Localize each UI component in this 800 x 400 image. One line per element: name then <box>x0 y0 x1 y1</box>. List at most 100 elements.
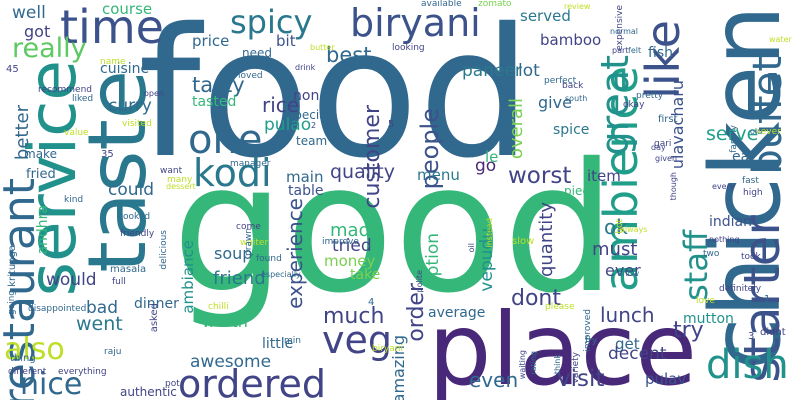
cloud-word-98: special <box>288 108 330 122</box>
cloud-word-150: waiter <box>240 238 269 248</box>
cloud-word-56: table <box>288 183 324 199</box>
cloud-word-69: would <box>46 270 97 290</box>
cloud-word-76: lunch <box>600 303 655 327</box>
cloud-word-52: le <box>485 148 499 166</box>
cloud-word-54: item <box>587 167 621 185</box>
cloud-word-42: cuisine <box>100 61 150 77</box>
cloud-word-46: give <box>538 93 572 112</box>
cloud-word-131: always <box>620 225 648 234</box>
cloud-word-190: 4 <box>368 297 375 308</box>
cloud-word-154: asked <box>149 303 160 333</box>
cloud-word-110: never <box>755 127 781 137</box>
cloud-word-101: need <box>242 46 272 60</box>
cloud-word-17: staff <box>677 230 715 301</box>
cloud-word-142: please <box>545 302 575 312</box>
cloud-word-96: ambiance <box>179 240 197 314</box>
cloud-word-118: first <box>658 114 678 125</box>
cloud-word-40: pulao <box>264 115 312 135</box>
cloud-word-79: get <box>615 335 640 353</box>
cloud-word-70: bad <box>86 298 118 318</box>
cloud-word-158: raju <box>104 347 122 357</box>
cloud-word-181: loved <box>238 71 263 81</box>
cloud-word-49: quality <box>330 161 395 183</box>
cloud-word-20: nice <box>20 367 83 400</box>
cloud-word-25: course <box>102 0 153 18</box>
cloud-word-188: 45 <box>6 64 19 75</box>
cloud-word-140: think <box>553 354 562 375</box>
cloud-word-0: food <box>138 0 532 197</box>
cloud-word-80: decent <box>608 344 667 364</box>
cloud-word-81: visit <box>557 366 605 392</box>
cloud-word-78: mutton <box>683 311 734 327</box>
cloud-word-47: spice <box>553 122 590 138</box>
cloud-word-39: rice <box>262 93 300 117</box>
cloud-word-28: lot <box>518 61 540 81</box>
cloud-word-130: definitely <box>719 284 762 294</box>
cloud-word-24: well <box>12 3 46 23</box>
cloud-word-36: best <box>326 43 372 67</box>
cloud-word-143: instead <box>485 218 494 248</box>
cloud-word-99: team <box>296 134 328 148</box>
cloud-word-105: review <box>564 2 591 11</box>
cloud-word-192: 1 <box>764 294 771 305</box>
cloud-word-163: friendly <box>120 229 155 239</box>
cloud-word-169: going <box>7 290 17 316</box>
cloud-word-119: gari <box>654 139 672 149</box>
cloud-word-120: given <box>655 154 678 163</box>
cloud-word-72: worth <box>202 312 248 331</box>
cloud-word-38: tasted <box>192 94 237 110</box>
cloud-word-100: non <box>293 88 320 104</box>
cloud-word-2: place <box>428 291 698 400</box>
cloud-word-114: back <box>562 81 584 91</box>
cloud-word-109: felt <box>628 46 642 55</box>
cloud-word-121: day <box>651 143 666 152</box>
cloud-word-62: quantity <box>536 202 557 278</box>
cloud-word-37: tasty <box>192 73 245 97</box>
cloud-word-58: made <box>330 220 382 241</box>
cloud-word-91: authentic <box>120 385 177 399</box>
cloud-word-151: prawn <box>244 228 254 256</box>
cloud-word-177: value <box>64 128 89 138</box>
cloud-word-139: waiting <box>518 350 527 380</box>
cloud-word-71: went <box>76 313 123 335</box>
cloud-word-108: part <box>612 46 629 55</box>
cloud-word-107: normal <box>610 27 639 36</box>
cloud-word-41: curry <box>108 96 152 116</box>
cloud-word-134: love <box>696 296 715 306</box>
cloud-word-162: cooked <box>118 212 151 222</box>
cloud-word-128: took <box>741 252 761 262</box>
cloud-word-112: old <box>750 127 763 136</box>
cloud-word-165: disappointed <box>28 304 87 314</box>
cloud-word-161: delicious <box>159 230 169 270</box>
cloud-word-159: masala <box>110 264 147 275</box>
cloud-word-95: andhra <box>35 205 51 255</box>
cloud-word-45: overall <box>506 98 527 160</box>
cloud-word-115: south <box>565 94 588 103</box>
cloud-word-74: dont <box>511 286 561 311</box>
cloud-word-16: kodi <box>193 151 272 195</box>
cloud-word-116: pretty <box>636 91 664 101</box>
cloud-word-59: tried <box>332 236 372 256</box>
cloud-word-84: awesome <box>190 352 272 372</box>
cloud-word-167: different <box>8 367 47 377</box>
cloud-word-65: ever <box>605 261 641 280</box>
cloud-word-77: try <box>673 318 704 343</box>
cloud-word-126: every <box>712 182 735 191</box>
cloud-word-97: take <box>350 267 381 283</box>
cloud-word-133: know <box>618 269 640 278</box>
cloud-word-160: full <box>112 277 126 287</box>
cloud-word-32: serve <box>706 123 759 145</box>
cloud-word-93: make <box>24 147 57 161</box>
cloud-word-123: high <box>743 188 763 198</box>
cloud-word-104: available <box>421 0 462 9</box>
cloud-word-191: 3 <box>748 331 755 342</box>
cloud-word-51: go <box>475 156 497 176</box>
cloud-word-124: fast <box>742 176 759 186</box>
cloud-word-184: looking <box>392 43 425 53</box>
cloud-word-157: biryani <box>372 344 403 354</box>
cloud-word-35: bit <box>276 32 296 50</box>
cloud-word-175: visited <box>122 119 152 129</box>
cloud-word-14: ordered <box>178 362 326 400</box>
cloud-word-67: indian <box>709 214 752 230</box>
